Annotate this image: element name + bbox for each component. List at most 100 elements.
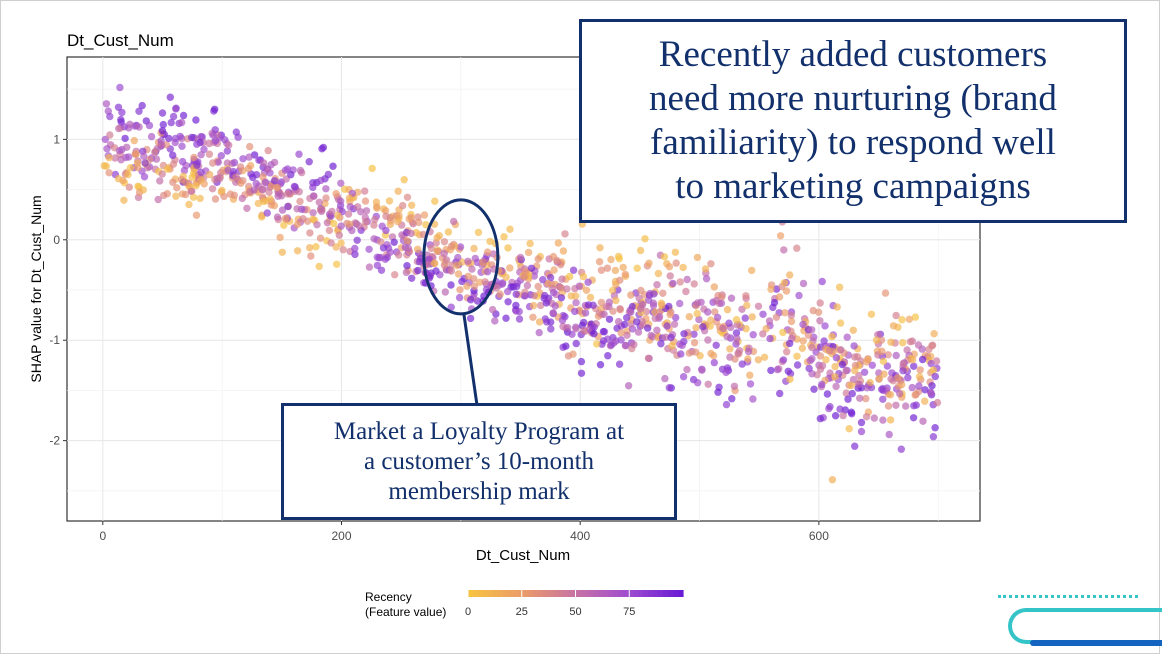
data-point xyxy=(270,201,279,210)
data-point xyxy=(690,280,698,288)
data-point xyxy=(239,155,247,163)
data-point xyxy=(309,215,317,223)
highlight-ellipse xyxy=(422,198,500,316)
y-tick-label: 0 xyxy=(53,233,60,247)
data-point xyxy=(795,291,803,300)
data-point xyxy=(393,217,402,226)
data-point xyxy=(870,414,878,422)
data-point xyxy=(450,217,458,226)
data-point xyxy=(577,369,586,377)
data-point xyxy=(307,252,315,260)
data-point xyxy=(258,213,266,221)
data-point xyxy=(667,333,675,342)
data-point xyxy=(732,329,741,337)
data-point xyxy=(456,243,465,251)
data-point xyxy=(541,315,549,323)
data-point xyxy=(899,339,907,347)
legend-tick-label: 75 xyxy=(623,606,635,618)
data-point xyxy=(481,278,489,286)
data-point xyxy=(181,190,190,199)
data-point xyxy=(723,332,731,341)
data-point xyxy=(738,360,746,368)
callout-loyalty-line-2: a customer’s 10-month xyxy=(363,447,595,475)
scatter-points xyxy=(100,83,942,484)
data-point xyxy=(754,302,763,310)
data-point xyxy=(447,267,456,275)
data-point xyxy=(158,170,166,178)
data-point xyxy=(776,232,785,240)
data-point xyxy=(886,416,895,424)
data-point xyxy=(125,153,133,161)
decorative-dots xyxy=(998,595,1138,598)
data-point xyxy=(919,417,927,425)
data-point xyxy=(571,307,579,316)
data-point xyxy=(226,190,235,198)
data-point xyxy=(885,430,893,439)
data-point xyxy=(748,313,756,321)
data-point xyxy=(466,314,475,323)
data-point xyxy=(614,317,623,326)
legend-tick-label: 50 xyxy=(569,606,581,618)
data-point xyxy=(930,330,938,338)
data-point xyxy=(135,107,143,115)
data-point xyxy=(135,123,143,131)
data-point xyxy=(178,142,186,150)
data-point xyxy=(820,337,828,345)
data-point xyxy=(193,161,201,169)
data-point xyxy=(666,272,674,280)
data-point xyxy=(105,169,113,177)
data-point xyxy=(535,318,544,326)
data-point xyxy=(722,368,730,377)
data-point xyxy=(615,360,624,368)
legend-gradient-segment xyxy=(663,590,669,597)
data-point xyxy=(373,261,382,270)
data-point xyxy=(225,141,233,149)
data-point xyxy=(905,315,914,323)
data-point xyxy=(403,237,412,245)
data-point xyxy=(407,229,415,238)
data-point xyxy=(431,259,439,268)
data-point xyxy=(542,299,551,307)
data-point xyxy=(390,238,398,246)
data-point xyxy=(463,282,471,290)
data-point xyxy=(593,340,601,348)
data-point xyxy=(115,124,123,133)
data-point xyxy=(898,381,906,389)
data-point xyxy=(657,340,665,348)
data-point xyxy=(403,193,412,201)
data-point xyxy=(814,308,823,316)
data-point xyxy=(727,294,736,302)
data-point xyxy=(712,296,720,305)
data-point xyxy=(604,352,612,360)
data-point xyxy=(220,192,228,201)
data-point xyxy=(692,324,700,332)
data-point xyxy=(902,402,910,410)
data-point xyxy=(676,278,684,286)
data-point xyxy=(373,203,381,211)
data-point xyxy=(283,190,292,198)
data-point xyxy=(306,244,314,252)
data-point xyxy=(842,389,850,397)
data-point xyxy=(835,283,844,291)
data-point xyxy=(728,395,736,403)
data-point xyxy=(695,315,703,324)
legend-tick-label: 25 xyxy=(516,606,528,618)
data-point xyxy=(929,433,938,441)
data-point xyxy=(650,290,658,298)
data-point xyxy=(595,258,604,266)
data-point xyxy=(159,120,167,129)
legend-gradient-segment xyxy=(673,590,679,597)
data-point xyxy=(620,320,629,329)
data-point xyxy=(647,331,655,340)
data-point xyxy=(568,330,576,338)
data-point xyxy=(624,382,633,390)
x-axis-label: Dt_Cust_Num xyxy=(476,547,570,564)
data-point xyxy=(351,244,359,253)
data-point xyxy=(415,218,423,227)
data-point xyxy=(140,173,149,181)
data-point xyxy=(169,160,178,168)
data-point xyxy=(483,268,492,276)
data-point xyxy=(500,233,508,241)
data-point xyxy=(551,302,559,310)
data-point xyxy=(344,210,353,218)
